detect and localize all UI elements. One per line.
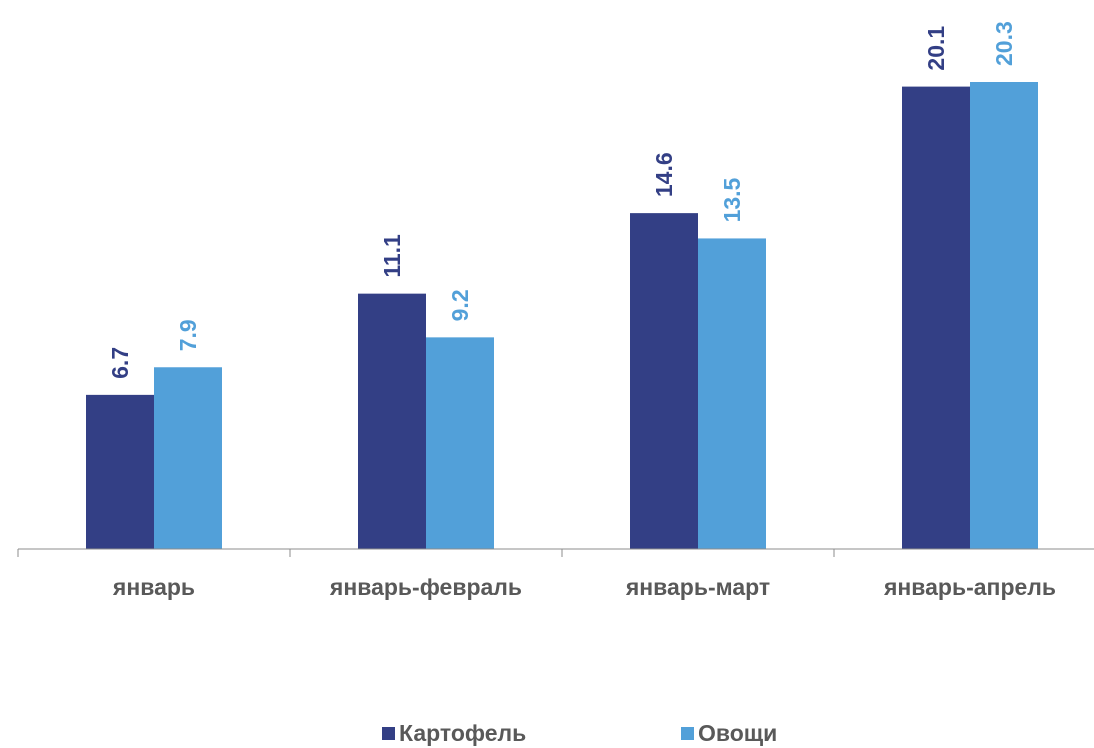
x-axis: [17, 548, 1094, 557]
value-label-vegetables-1: 9.2: [447, 289, 473, 321]
category-label-2: январь-март: [625, 574, 770, 600]
value-label-vegetables-2: 13.5: [719, 177, 745, 222]
legend-item-potato: Картофель: [382, 718, 526, 748]
value-label-potato-0: 6.7: [107, 347, 133, 379]
legend-label-potato: Картофель: [399, 720, 527, 746]
bar-vegetables-2: [698, 238, 766, 549]
category-label-0: январь: [112, 574, 195, 600]
value-label-vegetables-3: 20.3: [991, 21, 1017, 66]
bar-vegetables-1: [426, 337, 494, 549]
bar-potato-2: [630, 213, 698, 549]
legend-label-vegetables: Овощи: [698, 720, 778, 746]
bar-potato-0: [86, 394, 154, 549]
value-label-potato-2: 14.6: [651, 152, 677, 197]
category-label-3: январь-апрель: [883, 574, 1056, 600]
bar-vegetables-0: [154, 367, 222, 549]
value-label-potato-3: 20.1: [923, 26, 949, 71]
category-labels-group: январь январь-февраль январь-март январь-ап…: [112, 574, 1056, 600]
legend-swatch-vegetables: [681, 726, 694, 740]
legend-swatch-potato: [382, 726, 395, 740]
legend: Картофель Овощи: [0, 718, 1094, 748]
bar-vegetables-3: [970, 82, 1038, 549]
value-label-vegetables-0: 7.9: [175, 319, 201, 351]
value-labels-group: 6.7 7.9 11.1 9.2 14.6 13.5 20.1 20.3: [107, 21, 1017, 379]
legend-item-vegetables: Овощи: [681, 718, 777, 748]
bar-potato-3: [902, 86, 970, 549]
bar-potato-1: [358, 293, 426, 549]
category-label-1: январь-февраль: [329, 574, 522, 600]
bars-group: [86, 82, 1038, 549]
value-label-potato-1: 11.1: [379, 234, 405, 278]
